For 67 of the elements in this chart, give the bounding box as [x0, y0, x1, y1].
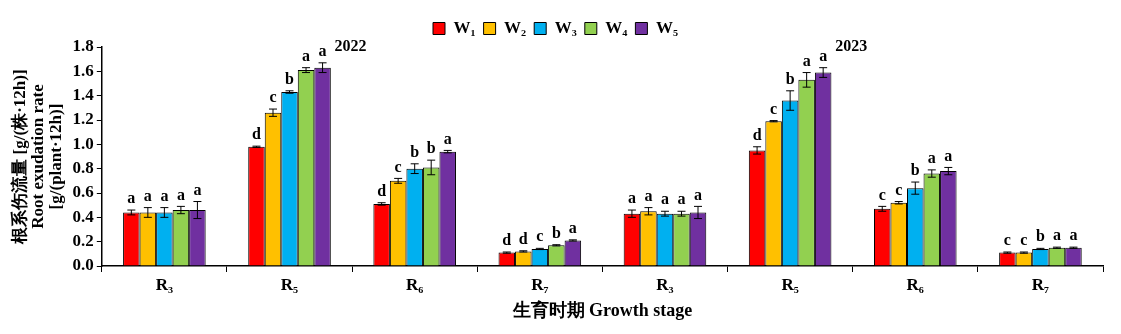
data-label: a [1069, 226, 1078, 244]
data-label: b [426, 139, 436, 157]
data-label: c [895, 180, 903, 198]
y-tick-label: 0.6 [72, 182, 94, 202]
data-label: a [160, 186, 169, 204]
y-axis-title: 根系伤流量 [g/(株·12h)] Root exudation rate [g/(plant·12h)] [10, 69, 66, 245]
data-label: b [410, 142, 420, 160]
data-label: d [752, 125, 762, 143]
x-tick-label: R₃ [155, 274, 174, 294]
data-label: c [394, 157, 402, 175]
data-label: d [252, 125, 262, 143]
data-label: b [285, 69, 295, 87]
data-label: c [1020, 231, 1028, 249]
legend-label: W₁ [453, 17, 476, 37]
data-label: a [127, 189, 136, 207]
data-label: a [677, 190, 686, 208]
data-label: d [502, 231, 512, 249]
y-tick-label: 0.2 [72, 231, 94, 251]
x-tick-label: R₇ [1031, 274, 1050, 294]
data-label: a [927, 149, 936, 167]
data-label: a [694, 185, 703, 203]
data-label: a [1052, 226, 1061, 244]
data-label: a [802, 51, 811, 69]
data-label: a [143, 186, 152, 204]
legend-label: W₄ [605, 17, 628, 37]
y-tick-label: 0.8 [72, 158, 94, 178]
y-tick-label: 1.2 [72, 109, 94, 129]
legend-label: W₃ [554, 17, 577, 37]
data-label: c [878, 185, 886, 203]
x-tick-label: R₇ [531, 274, 549, 294]
y-tick-label: 0.4 [72, 206, 95, 226]
data-label: a [644, 186, 653, 204]
data-label: d [518, 229, 528, 247]
legend-label: W₂ [504, 17, 527, 37]
annotation: 2022 [334, 37, 367, 55]
data-label: a [944, 146, 953, 164]
y-tick-label: 1.6 [72, 60, 94, 80]
data-label: c [269, 88, 277, 106]
data-label: a [318, 41, 327, 59]
annotation: 2023 [835, 37, 868, 55]
data-label: a [819, 46, 828, 64]
data-label: a [193, 180, 202, 198]
data-label: d [377, 181, 387, 199]
x-axis-title: 生育时期 Growth stage [511, 298, 693, 320]
data-label: c [770, 99, 778, 117]
data-label: b [551, 223, 561, 241]
data-label: a [176, 185, 185, 203]
data-label: b [1035, 227, 1045, 245]
x-tick-label: R₆ [405, 274, 424, 294]
x-tick-label: R₆ [906, 274, 924, 294]
x-tick-label: R₅ [280, 274, 299, 294]
y-tick-label: 1.0 [72, 133, 94, 153]
y-tick-label: 1.8 [72, 36, 94, 56]
data-label: a [443, 129, 452, 147]
data-label: a [302, 46, 311, 64]
y-tick-label: 0.0 [72, 255, 94, 275]
data-label: c [1003, 231, 1011, 249]
data-label: b [785, 69, 795, 87]
data-label: b [910, 161, 920, 179]
y-tick-label: 1.4 [72, 85, 95, 105]
x-tick-label: R₃ [656, 274, 674, 294]
data-label: a [660, 190, 669, 208]
legend-label: W₅ [655, 17, 678, 37]
data-label: a [627, 189, 636, 207]
x-tick-label: R₅ [781, 274, 799, 294]
data-label: a [568, 218, 577, 236]
data-label: c [536, 227, 544, 245]
